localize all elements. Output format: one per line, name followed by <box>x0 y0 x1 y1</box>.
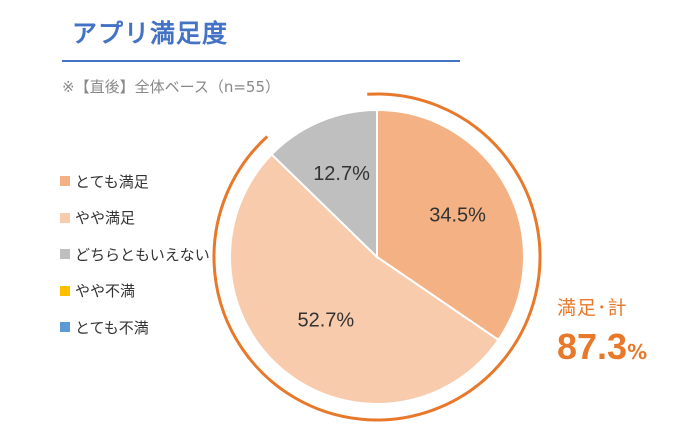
pie-slice <box>376 108 525 342</box>
legend-label: やや満足 <box>75 209 136 228</box>
legend-label: どちらともいえない <box>75 245 210 264</box>
legend-swatch <box>60 285 70 296</box>
satisfied-total-unit: % <box>627 340 648 364</box>
legend-swatch <box>60 212 70 223</box>
legend: とても満足 やや満足 どちらともいえない やや不満 とても不満 <box>60 163 210 346</box>
legend-label: とても満足 <box>75 172 149 191</box>
legend-swatch <box>60 249 70 260</box>
chart-subtitle: ※【直後】全体ベース（n=55） <box>62 78 280 96</box>
legend-swatch <box>60 322 70 333</box>
satisfied-total-number: 87.3 <box>557 326 628 367</box>
legend-swatch <box>60 176 70 187</box>
legend-item: やや満足 <box>60 200 210 237</box>
legend-item: どちらともいえない <box>60 236 210 273</box>
title-underline <box>62 60 460 62</box>
legend-item: やや不満 <box>60 273 210 310</box>
satisfied-total: 満足･計 87.3% <box>557 293 647 368</box>
slice-data-label: 52.7% <box>297 310 354 332</box>
satisfied-total-value: 87.3% <box>557 326 647 368</box>
satisfied-total-label: 満足･計 <box>557 297 628 319</box>
legend-item: とても不満 <box>60 309 210 346</box>
slice-data-label: 34.5% <box>429 204 486 226</box>
satisfied-arc <box>212 92 542 422</box>
legend-item: とても満足 <box>60 163 210 200</box>
pie-slice <box>229 153 500 405</box>
slice-data-label: 12.7% <box>313 163 370 185</box>
pie-slice <box>270 108 378 260</box>
legend-label: とても不満 <box>75 318 149 337</box>
chart-title: アプリ満足度 <box>72 19 229 48</box>
legend-label: やや不満 <box>75 282 136 301</box>
